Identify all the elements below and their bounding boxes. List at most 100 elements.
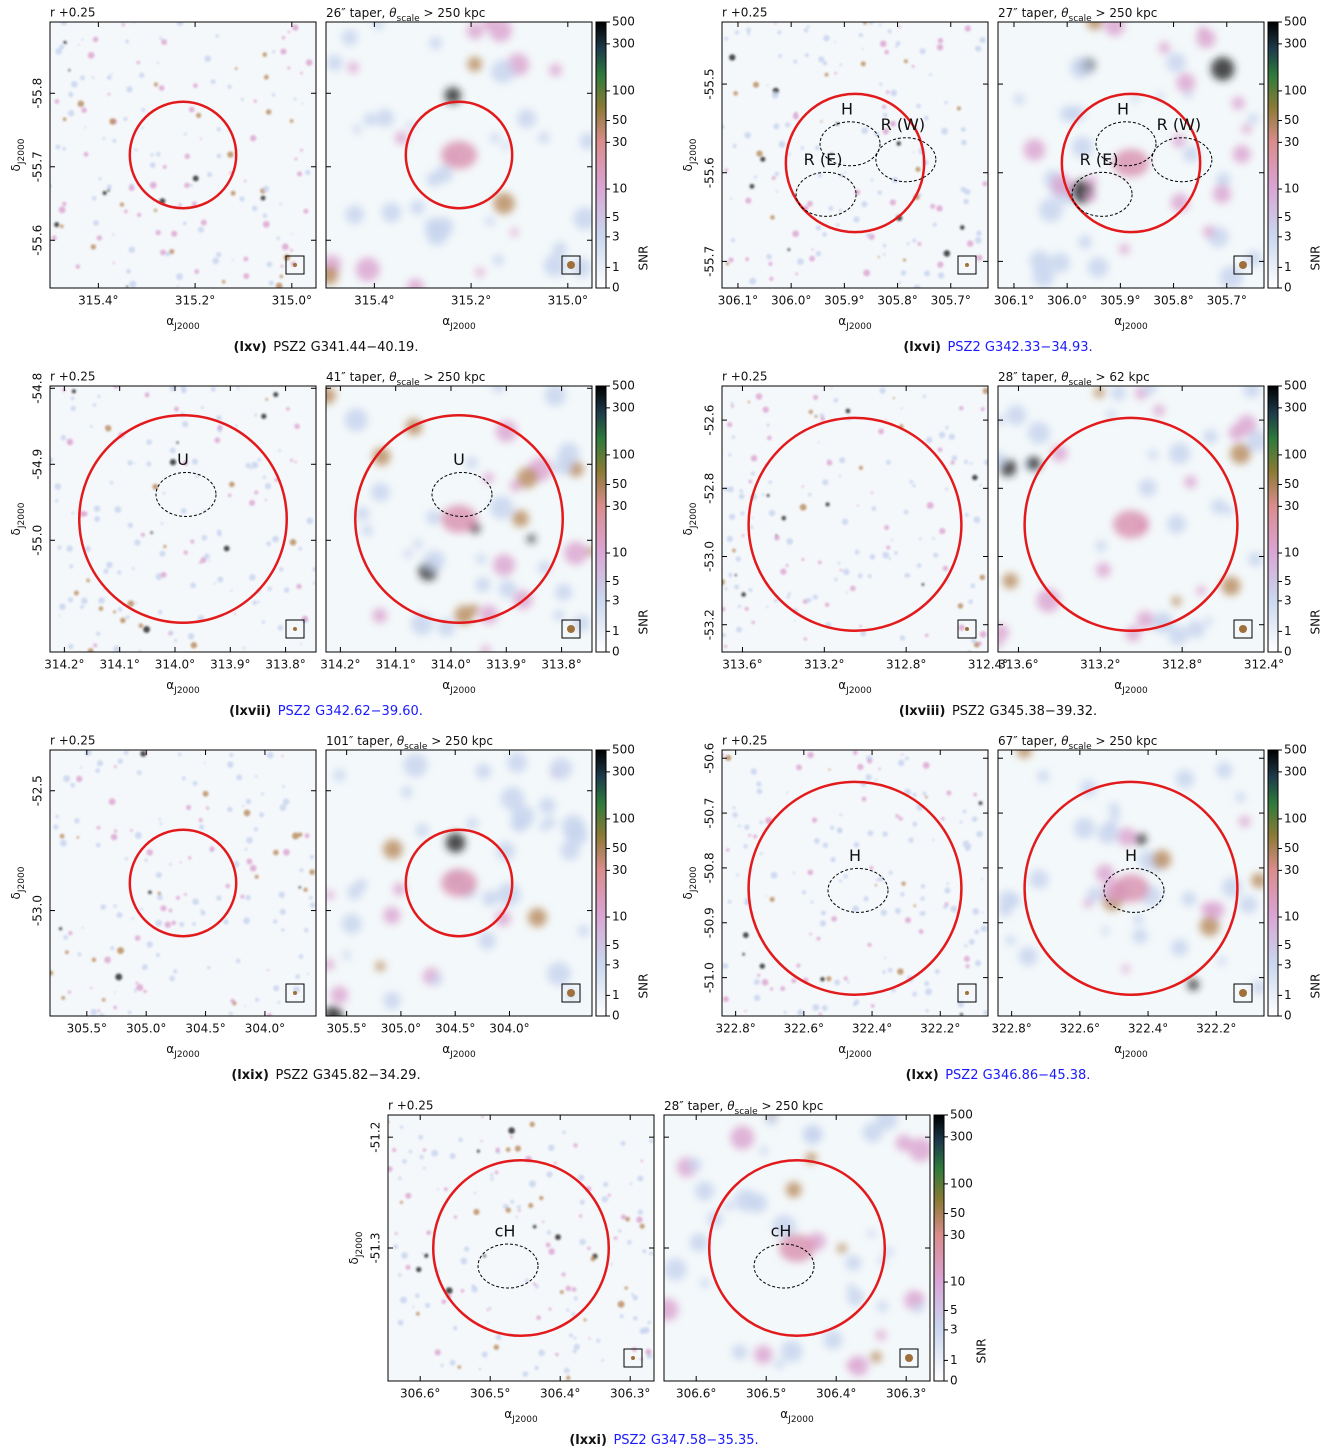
emission bbox=[227, 493, 232, 498]
emission bbox=[397, 1319, 404, 1326]
emission bbox=[495, 1147, 500, 1152]
emission bbox=[1050, 252, 1071, 273]
emission bbox=[205, 806, 210, 810]
emission bbox=[95, 842, 101, 848]
emission bbox=[830, 857, 836, 863]
emission bbox=[932, 537, 935, 540]
emission bbox=[736, 873, 739, 877]
left-title: r +0.25 bbox=[722, 370, 768, 384]
emission bbox=[171, 230, 178, 237]
emission bbox=[272, 535, 279, 543]
emission bbox=[912, 991, 917, 997]
emission bbox=[738, 493, 745, 500]
title-subscript: scale bbox=[397, 14, 421, 24]
emission bbox=[819, 920, 827, 927]
emission bbox=[741, 534, 745, 538]
emission bbox=[492, 254, 504, 266]
emission bbox=[505, 1207, 511, 1213]
emission bbox=[1247, 113, 1259, 125]
emission bbox=[179, 861, 182, 864]
emission bbox=[488, 1306, 492, 1310]
emission bbox=[958, 624, 965, 631]
emission bbox=[168, 862, 172, 866]
emission bbox=[352, 125, 362, 134]
r500-circle bbox=[784, 92, 926, 234]
emission bbox=[625, 1216, 630, 1222]
emission bbox=[863, 269, 871, 277]
emission bbox=[964, 845, 971, 852]
emission bbox=[536, 1315, 541, 1321]
panel: 313.6° 313.2° 312.8° 312.4°αJ2000-52.6-52.8… bbox=[681, 370, 1323, 719]
emission bbox=[381, 202, 402, 223]
emission bbox=[162, 491, 166, 495]
emission bbox=[181, 420, 189, 428]
emission bbox=[852, 905, 859, 913]
emission bbox=[566, 1308, 570, 1312]
y-tick-label: -50.7 bbox=[703, 798, 717, 829]
emission bbox=[1083, 898, 1093, 908]
emission bbox=[416, 1266, 422, 1273]
emission bbox=[950, 905, 958, 913]
emission bbox=[110, 833, 118, 841]
x-tick-label: 306.4° bbox=[540, 1387, 580, 1401]
emission bbox=[959, 820, 963, 824]
x-tick-label: 322.6° bbox=[1060, 1022, 1100, 1036]
colorbar-label: SNR bbox=[1309, 246, 1323, 271]
emission bbox=[867, 830, 874, 837]
title-text: 41″ taper, bbox=[326, 370, 389, 384]
emission bbox=[297, 832, 303, 837]
emission bbox=[108, 798, 116, 806]
emission bbox=[978, 801, 983, 806]
emission bbox=[208, 559, 211, 563]
colorbar-tick-label: 30 bbox=[612, 863, 627, 877]
y-axis-label: δJ2000 bbox=[9, 502, 27, 535]
x-tick-label: 306.3° bbox=[610, 1387, 650, 1401]
emission bbox=[756, 781, 762, 787]
emission bbox=[103, 568, 109, 574]
x-tick-label: 305.9° bbox=[1100, 294, 1140, 308]
x-tick-label: 313.9° bbox=[486, 658, 526, 672]
emission bbox=[254, 490, 259, 495]
title-symbol: θ bbox=[1061, 370, 1069, 384]
emission bbox=[861, 201, 868, 208]
beam bbox=[965, 627, 969, 631]
emission bbox=[619, 1314, 624, 1319]
emission bbox=[553, 1161, 557, 1165]
emission bbox=[146, 849, 154, 856]
title-text: > 250 kpc bbox=[420, 6, 486, 20]
emission bbox=[981, 877, 984, 881]
radio-image: cH bbox=[388, 1115, 654, 1381]
colorbar-tick-label: 0 bbox=[1284, 1009, 1292, 1023]
emission bbox=[300, 642, 303, 645]
emission bbox=[128, 185, 135, 192]
emission bbox=[69, 564, 74, 569]
y-tick-label: -55.5 bbox=[703, 69, 717, 100]
emission bbox=[73, 590, 79, 596]
emission bbox=[793, 620, 796, 623]
emission bbox=[859, 624, 862, 628]
emission bbox=[885, 90, 890, 94]
title-text: > 62 kpc bbox=[1092, 370, 1150, 384]
emission bbox=[372, 608, 388, 623]
colorbar-label: SNR bbox=[637, 974, 651, 999]
emission bbox=[289, 119, 294, 123]
emission bbox=[812, 594, 818, 600]
emission bbox=[116, 912, 123, 919]
emission bbox=[998, 638, 1003, 648]
frame bbox=[325, 385, 593, 653]
y-tick-label: -55.7 bbox=[703, 246, 717, 277]
emission bbox=[970, 583, 976, 589]
emission bbox=[410, 200, 425, 215]
emission bbox=[159, 822, 163, 826]
emission bbox=[412, 1305, 415, 1309]
emission bbox=[1196, 29, 1216, 49]
emission bbox=[906, 242, 910, 246]
emission bbox=[889, 199, 896, 206]
emission bbox=[243, 273, 250, 280]
x-tick-label: 304.5° bbox=[185, 1022, 225, 1036]
emission bbox=[200, 406, 204, 410]
emission bbox=[134, 990, 137, 994]
emission bbox=[1204, 617, 1213, 626]
emission bbox=[852, 1001, 858, 1007]
